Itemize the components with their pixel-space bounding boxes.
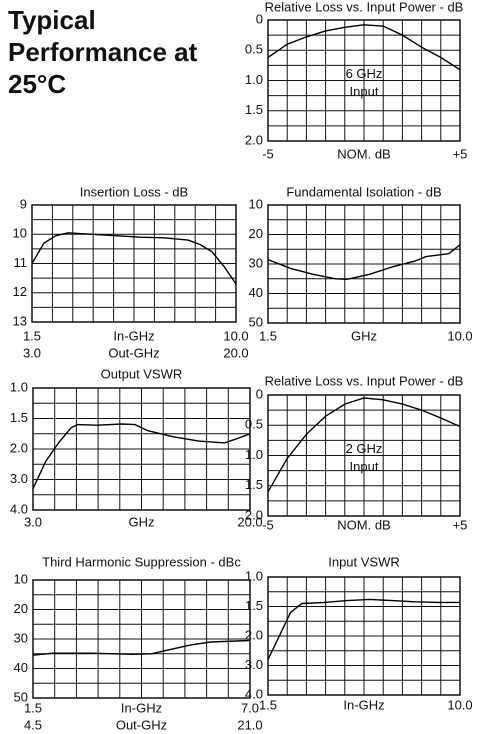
y-tick-label: 11 (14, 255, 28, 270)
x-tick-label: +5 (453, 146, 468, 161)
y-tick-label: 2.0 (10, 440, 28, 455)
x2-axis-label: Out-GHz (116, 717, 167, 732)
chart-title: Fundamental Isolation - dB (286, 184, 441, 199)
x-tick-label: -5 (262, 146, 274, 161)
curve (32, 423, 251, 489)
x-axis-label: In-GHz (343, 697, 384, 712)
y-tick-label: 0.5 (245, 417, 263, 432)
y-tick-label: 12 (13, 284, 27, 299)
x-axis-label: In-GHz (113, 328, 154, 343)
y-tick-label: 0 (256, 386, 263, 401)
y-tick-label: 30 (14, 630, 28, 645)
curve (267, 598, 460, 660)
heading: Typical Performance at 25°C (8, 5, 198, 99)
x2-axis-label: Out-GHz (108, 345, 159, 360)
y-tick-label: 1.0 (245, 447, 263, 462)
annotation: Input (350, 84, 379, 99)
annotation: 2 GHz (346, 441, 383, 456)
y-tick-label: 50 (14, 689, 28, 704)
x2-tick-label: 20.0 (223, 345, 248, 360)
y-tick-label: 1.0 (245, 72, 263, 87)
x-tick-label: 1.5 (23, 328, 41, 343)
x-tick-label: 1.5 (259, 328, 277, 343)
chart-title: Insertion Loss - dB (80, 184, 188, 199)
y-tick-label: 10 (13, 226, 27, 241)
x-tick-label: +5 (453, 517, 468, 532)
y-tick-label: 20 (249, 226, 263, 241)
x-tick-label: 10.0 (447, 328, 472, 343)
y-tick-label: 10 (249, 196, 263, 211)
y-tick-label: 50 (249, 314, 263, 329)
chart-title: Output VSWR (101, 366, 183, 381)
curve (32, 639, 251, 656)
x-tick-label: 7.0 (241, 700, 259, 715)
y-tick-label: 1.5 (245, 598, 263, 613)
plot-frame (31, 204, 237, 323)
plot-frame (267, 394, 461, 517)
plot-frame (32, 579, 251, 699)
x-axis-label: GHz (129, 514, 155, 529)
x-tick-label: 10.0 (447, 697, 472, 712)
chart-title: Third Harmonic Suppression - dBc (42, 554, 241, 569)
x-axis-label: In-GHz (121, 700, 162, 715)
y-tick-label: 1.5 (245, 102, 263, 117)
x-tick-label: 3.0 (24, 514, 42, 529)
x-tick-label: 1.5 (259, 697, 277, 712)
y-tick-label: 4.0 (245, 686, 263, 701)
curve (267, 397, 461, 493)
x-tick-label: 20.0 (237, 514, 262, 529)
annotation: Input (350, 459, 379, 474)
y-tick-label: 40 (249, 285, 263, 300)
y-tick-label: 3.0 (10, 471, 28, 486)
x-tick-label: 1.5 (24, 700, 42, 715)
x-axis-label: NOM. dB (337, 517, 390, 532)
y-tick-label: 2.0 (245, 132, 263, 147)
y-tick-label: 2.0 (245, 507, 263, 522)
plot-frame (267, 576, 461, 696)
plot-frame (32, 387, 251, 511)
y-tick-label: 20 (14, 601, 28, 616)
y-tick-label: 3.0 (245, 657, 263, 672)
x-axis-label: GHz (351, 328, 377, 343)
x-axis-label: NOM. dB (337, 146, 390, 161)
chart-title: Relative Loss vs. Input Power - dB (265, 0, 464, 14)
x2-tick-label: 4.5 (24, 717, 42, 732)
y-tick-label: 1.5 (10, 410, 28, 425)
x2-tick-label: 21.0 (237, 717, 262, 732)
y-tick-label: 0.5 (245, 42, 263, 57)
x-tick-label: 10.0 (223, 328, 248, 343)
x-tick-label: -5 (262, 517, 274, 532)
y-tick-label: 2.0 (245, 627, 263, 642)
chart-title: Input VSWR (328, 554, 400, 569)
annotation: 6 GHz (346, 66, 383, 81)
y-tick-label: 13 (13, 313, 27, 328)
curve (31, 232, 237, 285)
x2-tick-label: 3.0 (23, 345, 41, 360)
y-tick-label: 1.0 (245, 568, 263, 583)
curve (267, 24, 461, 71)
y-tick-label: 1.5 (245, 477, 263, 492)
y-tick-label: 10 (14, 571, 28, 586)
plot-frame (267, 19, 461, 142)
y-tick-label: 9 (20, 196, 27, 211)
y-tick-label: 4.0 (10, 501, 28, 516)
curve (267, 244, 461, 281)
y-tick-label: 40 (14, 660, 28, 675)
y-tick-label: 30 (249, 255, 263, 270)
plot-frame (267, 204, 461, 324)
y-tick-label: 1.0 (10, 379, 28, 394)
chart-title: Relative Loss vs. Input Power - dB (265, 373, 464, 388)
y-tick-label: 0 (256, 11, 263, 26)
